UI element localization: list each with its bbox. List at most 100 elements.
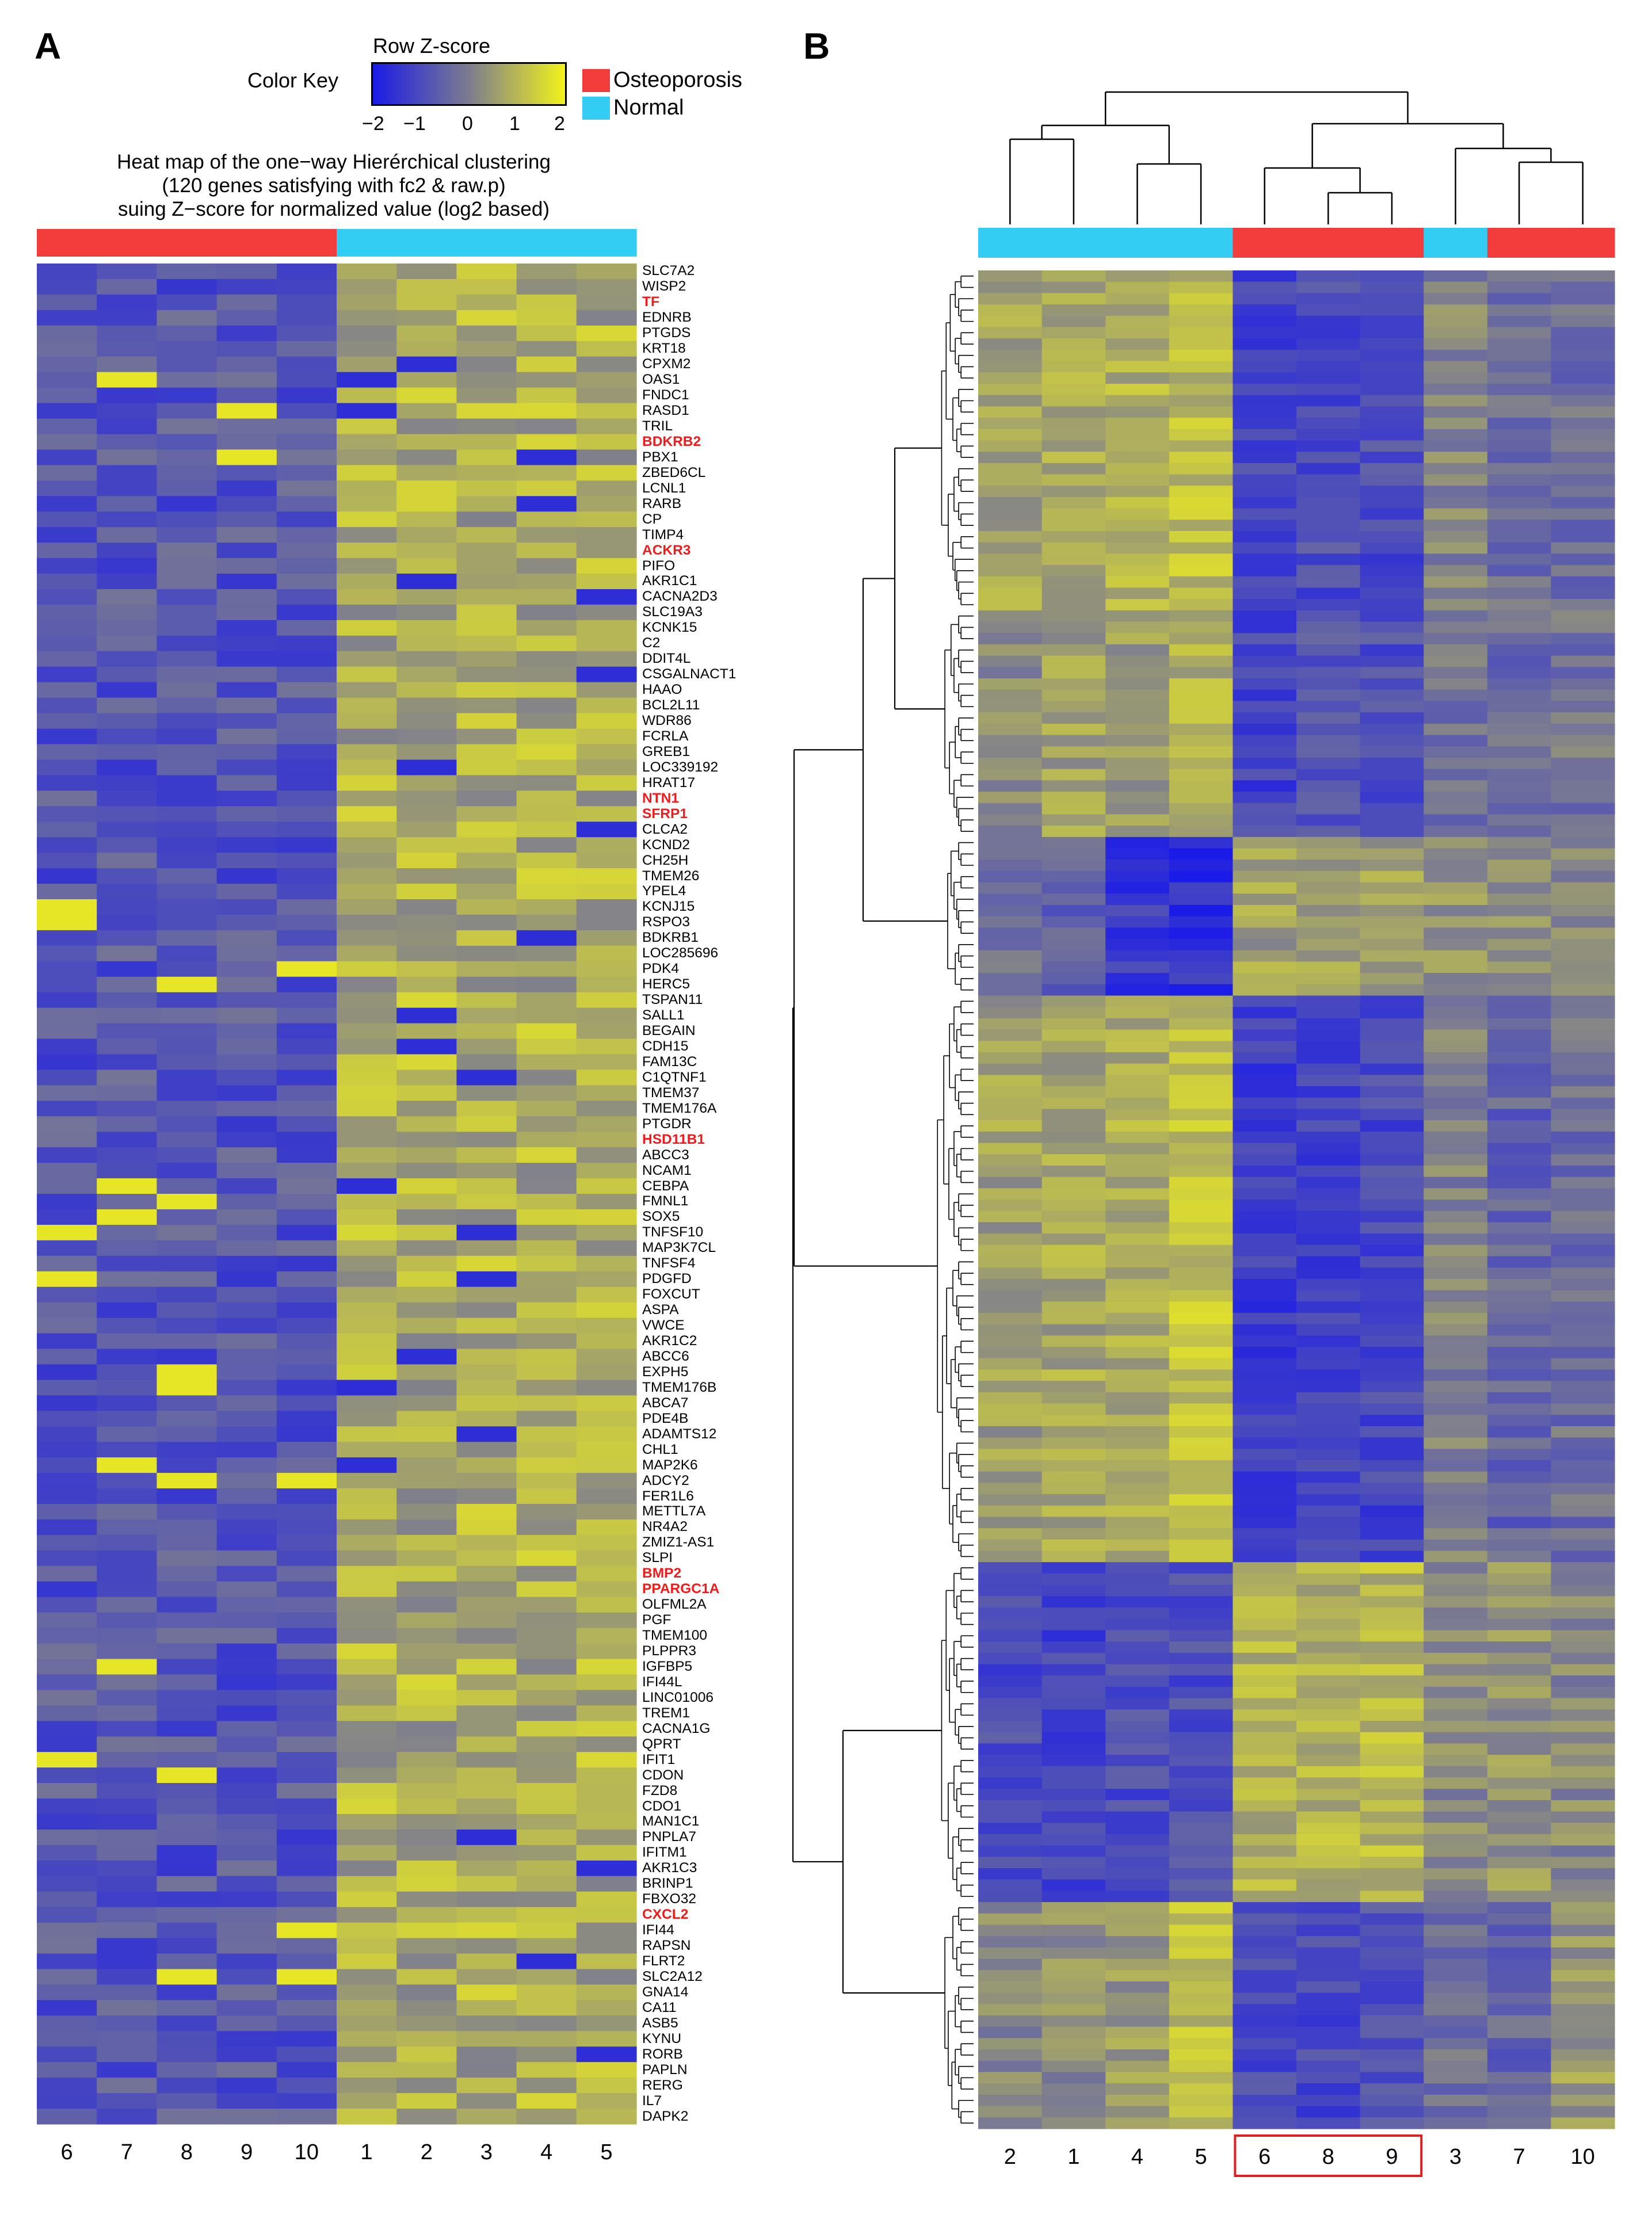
heatmap-cell (1360, 1494, 1424, 1506)
heatmap-cell (1041, 961, 1106, 973)
heatmap-cell (1169, 1551, 1233, 1563)
heatmap-cell (1169, 542, 1233, 554)
heatmap-cell (276, 1302, 337, 1319)
heatmap-cell (1105, 452, 1170, 464)
heatmap-cell (157, 713, 218, 730)
heatmap-cell (1105, 1732, 1170, 1744)
heatmap-cell (1105, 486, 1170, 498)
heatmap-cell (37, 713, 97, 730)
heatmap-cell (1487, 315, 1551, 328)
heatmap-cell (516, 574, 577, 590)
heatmap-cell (1233, 1426, 1297, 1438)
heatmap-cell (276, 945, 337, 962)
heatmap-cell (1105, 1290, 1170, 1302)
heatmap-cell (37, 325, 97, 342)
heatmap-cell (1105, 1120, 1170, 1132)
heatmap-cell (1296, 1143, 1361, 1155)
heatmap-cell (1424, 2083, 1488, 2095)
heatmap-cell (1296, 1244, 1361, 1257)
heatmap-cell (1360, 826, 1424, 838)
heatmap-cell (1296, 542, 1361, 554)
heatmap-cell (576, 496, 637, 512)
heatmap-cell (1105, 315, 1170, 328)
heatmap-cell (1424, 1528, 1488, 1540)
heatmap-cell (1424, 327, 1488, 339)
heatmap-cell (216, 728, 277, 745)
heatmap-cell (216, 1163, 277, 1179)
heatmap-cell (157, 1333, 218, 1350)
heatmap-cell (1551, 1970, 1615, 1982)
heatmap-cell (1041, 1120, 1106, 1132)
heatmap-cell (1041, 1052, 1106, 1064)
heatmap-cell (1551, 633, 1615, 645)
heatmap-cell (1169, 1947, 1233, 1960)
group-bar-cell (1487, 228, 1551, 258)
heatmap-cell (1360, 1992, 1424, 2004)
heatmap-cell (978, 1063, 1043, 1075)
heatmap-cell (1487, 621, 1551, 633)
heatmap-cell (576, 651, 637, 667)
heatmap-cell (1551, 1324, 1615, 1336)
heatmap-cell (1424, 1641, 1488, 1653)
heatmap-cell (1296, 1528, 1361, 1540)
heatmap-cell (1296, 644, 1361, 656)
heatmap-cell (97, 1411, 157, 1427)
heatmap-cell (396, 1380, 457, 1396)
heatmap-cell (1169, 1154, 1233, 1166)
heatmap-cell (978, 1041, 1043, 1053)
heatmap-cell (1551, 1109, 1615, 1121)
heatmap-cell (396, 682, 457, 698)
heatmap-cell (1041, 1426, 1106, 1438)
heatmap-cell (978, 315, 1043, 328)
heatmap-cell (1551, 1551, 1615, 1563)
heatmap-cell (1296, 1324, 1361, 1336)
heatmap-cell (1169, 2094, 1233, 2107)
heatmap-cell (216, 1333, 277, 1350)
heatmap-cell (1487, 1256, 1551, 1268)
heatmap-cell (1233, 848, 1297, 860)
heatmap-cell (1233, 1868, 1297, 1880)
heatmap-cell (1105, 327, 1170, 339)
heatmap-cell (1551, 1381, 1615, 1393)
heatmap-cell (1105, 1947, 1170, 1960)
heatmap-cell (576, 1318, 637, 1334)
heatmap-cell (97, 666, 157, 683)
heatmap-cell (216, 1224, 277, 1241)
heatmap-cell (337, 418, 397, 435)
heatmap-cell (516, 868, 577, 884)
heatmap-cell (1551, 565, 1615, 577)
heatmap-cell (1169, 1777, 1233, 1789)
heatmap-cell (37, 465, 97, 481)
heatmap-cell (1041, 1573, 1106, 1586)
heatmap-cell (396, 1240, 457, 1257)
heatmap-cell (1105, 1891, 1170, 1903)
heatmap-cell (1360, 1018, 1424, 1030)
heatmap-cell (1424, 655, 1488, 667)
heatmap-cell (1551, 769, 1615, 781)
heatmap-cell (456, 418, 517, 435)
heatmap-cell (1296, 882, 1361, 894)
heatmap-cell (978, 463, 1043, 475)
heatmap-cell (576, 1380, 637, 1396)
heatmap-cell (97, 1007, 157, 1024)
heatmap-cell (1551, 1845, 1615, 1857)
heatmap-cell (1551, 1234, 1615, 1246)
heatmap-cell (1296, 520, 1361, 532)
panel-a-letter: A (35, 25, 62, 67)
heatmap-cell (1487, 1686, 1551, 1699)
heatmap-cell (1424, 1007, 1488, 1019)
heatmap-cell (1105, 1222, 1170, 1234)
heatmap-cell (1169, 837, 1233, 849)
heatmap-cell (1041, 1018, 1106, 1030)
heatmap-cell (1233, 1290, 1297, 1302)
heatmap-cell (97, 310, 157, 326)
heatmap-cell (1169, 995, 1233, 1007)
heatmap-cell (1105, 1675, 1170, 1687)
heatmap-cell (276, 1116, 337, 1132)
heatmap-cell (1169, 1766, 1233, 1778)
heatmap-cell (516, 728, 577, 745)
heatmap-cell (1487, 2004, 1551, 2016)
heatmap-cell (1296, 2106, 1361, 2118)
heatmap-cell (1551, 1539, 1615, 1552)
heatmap-cell (396, 853, 457, 869)
